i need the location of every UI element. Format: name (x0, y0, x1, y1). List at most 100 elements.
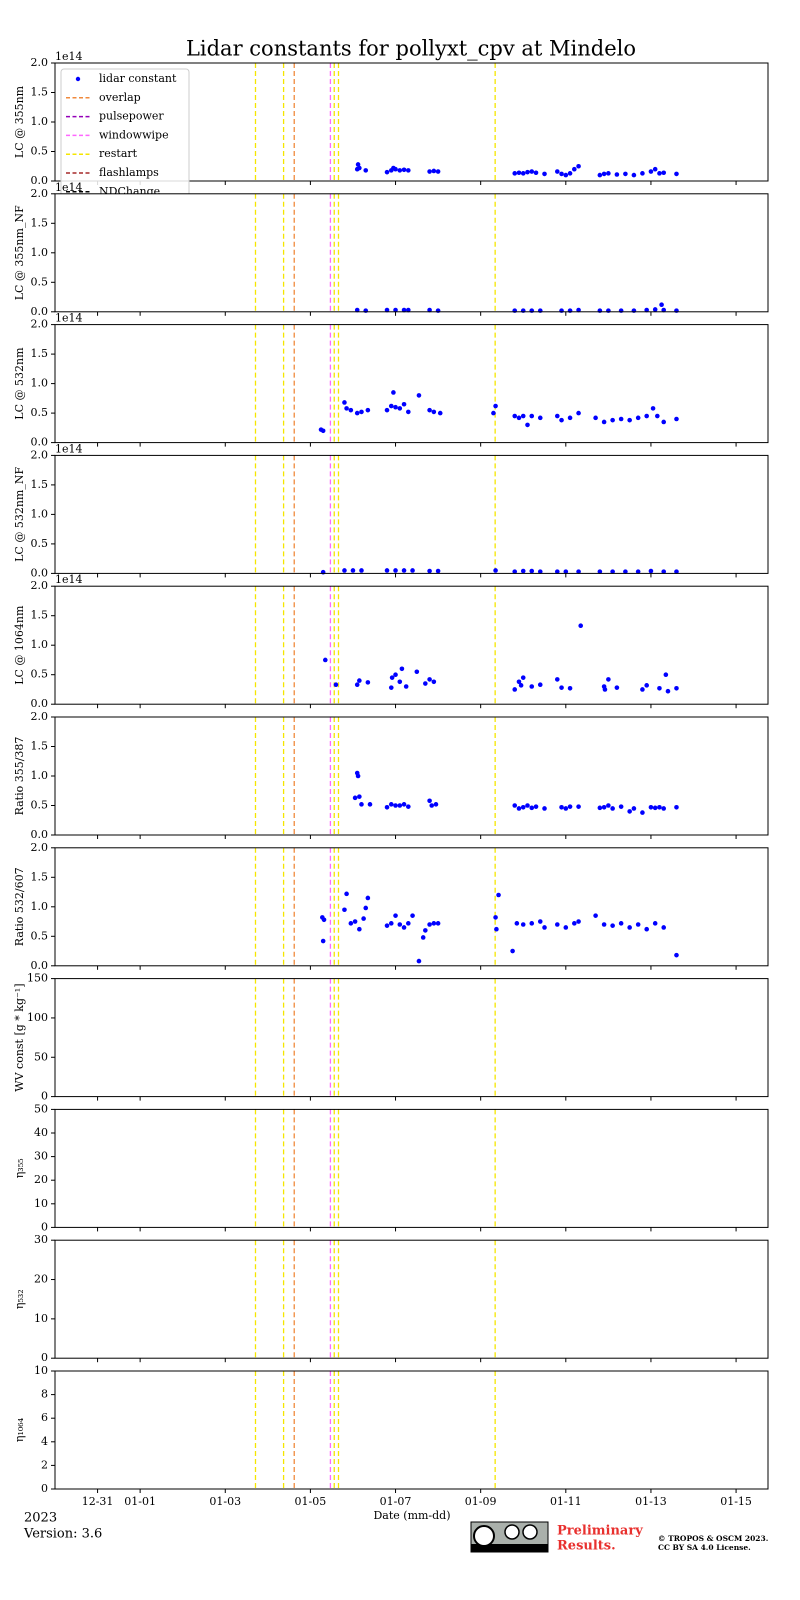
y-axis-label: Ratio 355/387 (13, 737, 26, 816)
data-point (627, 809, 632, 814)
data-point (384, 804, 390, 810)
preliminary: Results. (557, 1539, 616, 1554)
data-point (614, 685, 620, 690)
plot-area (55, 1240, 768, 1359)
data-point (576, 307, 581, 313)
data-point (365, 680, 371, 685)
data-point (516, 415, 522, 421)
data-point (393, 913, 398, 918)
y-axis-label: LC @ 355nm (13, 85, 26, 158)
data-point (576, 410, 581, 416)
data-point (661, 307, 667, 313)
y-tick-label: 1.5 (31, 478, 49, 491)
data-point (354, 307, 360, 313)
data-point (661, 925, 667, 930)
data-point (427, 307, 432, 313)
data-point (559, 685, 564, 690)
copyright: CC BY SA 4.0 License. (658, 1543, 751, 1552)
y-tick-label: 0.0 (31, 174, 49, 187)
data-point (520, 804, 526, 810)
y-tick-label: 1.5 (31, 609, 49, 622)
data-point (601, 804, 607, 810)
data-point (661, 419, 667, 425)
data-point (559, 804, 564, 810)
data-point (431, 168, 437, 174)
y-axis-label: LC @ 532nm_NF (13, 467, 26, 562)
y-tick-label: 0 (41, 1220, 48, 1233)
data-point (652, 307, 658, 312)
data-point (525, 422, 530, 428)
y-tick-label: 10 (34, 1364, 48, 1377)
data-point (554, 569, 560, 574)
data-point (520, 568, 526, 574)
y-tick-label: 30 (34, 1150, 48, 1163)
y-tick-label: 0.5 (31, 668, 49, 681)
data-point (606, 677, 611, 682)
y-tick-label: 0 (41, 1090, 48, 1103)
data-point (610, 417, 615, 423)
x-tick-label: 01-11 (550, 1495, 582, 1508)
data-point (657, 685, 662, 691)
data-point (576, 569, 581, 574)
data-point (423, 681, 428, 686)
axes-frame (54, 1239, 769, 1359)
y-tick-label: 0.5 (31, 537, 49, 550)
data-point (342, 400, 347, 405)
data-point (494, 926, 499, 932)
data-point (516, 170, 522, 176)
y-axis-label: η₅₃₂ (13, 1289, 26, 1309)
data-point (674, 685, 679, 691)
legend-label: overlap (99, 91, 141, 104)
data-point (644, 413, 649, 419)
x-tick-label: 01-03 (209, 1495, 241, 1508)
data-point (410, 568, 415, 573)
data-point (403, 684, 409, 689)
y-axis-label: η₃₅₅ (13, 1158, 26, 1178)
data-point (644, 307, 649, 313)
data-point (388, 685, 394, 690)
y-tick-label: 1.0 (31, 900, 49, 913)
y-tick-label: 150 (27, 972, 48, 985)
data-point (384, 307, 390, 313)
data-point (342, 907, 347, 913)
data-point (644, 683, 649, 688)
y-tick-label: 4 (41, 1435, 48, 1448)
data-point (554, 169, 560, 174)
data-point (420, 935, 426, 940)
data-point (563, 925, 569, 930)
data-point (648, 804, 654, 810)
y-tick-label: 1.5 (31, 86, 49, 99)
data-point (359, 409, 364, 415)
legend: lidar constant overlap pulsepower windowwip… (60, 68, 190, 210)
x-axis-label: Date (mm-dd) (373, 1509, 450, 1522)
data-point (435, 169, 441, 174)
axes-frame (54, 1370, 769, 1490)
y-tick-label: 2 (41, 1458, 48, 1471)
data-point (631, 806, 637, 811)
data-point (342, 568, 347, 573)
data-point (618, 804, 624, 809)
data-point (529, 921, 535, 926)
y-tick-label: 0.0 (31, 828, 49, 841)
data-point (406, 409, 411, 415)
offset-label: 1e14 (55, 442, 83, 455)
data-point (388, 403, 394, 409)
y-axis-label: Ratio 532/607 (13, 867, 26, 946)
x-tick-label: 01-05 (295, 1495, 327, 1508)
x-tick-label: 12-31 (82, 1495, 114, 1508)
axes-frame (54, 1108, 769, 1228)
data-point (593, 913, 598, 918)
data-point (529, 568, 535, 574)
plot-area (55, 455, 768, 574)
data-point (674, 171, 679, 177)
data-point (529, 805, 535, 811)
data-point (567, 804, 573, 809)
y-tick-label: 40 (34, 1126, 48, 1139)
data-point (393, 404, 398, 410)
plot-area (55, 847, 768, 966)
data-point (427, 568, 432, 574)
data-point (567, 415, 573, 421)
data-point (437, 410, 443, 416)
